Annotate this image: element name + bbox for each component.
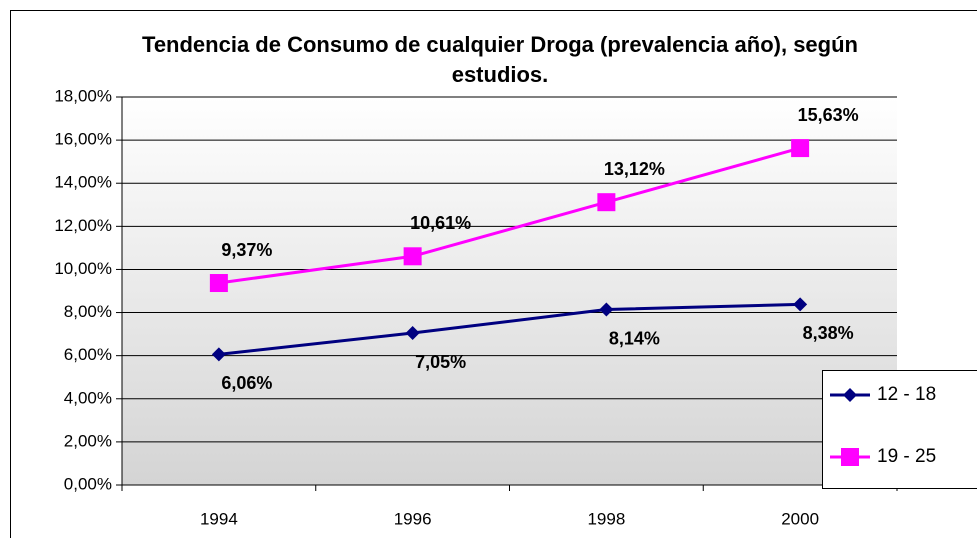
value-label: 8,38% bbox=[803, 323, 854, 343]
y-tick-label: 6,00% bbox=[64, 345, 112, 364]
y-tick-label: 4,00% bbox=[64, 388, 112, 407]
point-marker bbox=[597, 193, 616, 212]
legend-label: 12 - 18 bbox=[877, 384, 936, 405]
x-tick-label: 2000 bbox=[781, 509, 819, 528]
y-tick-label: 2,00% bbox=[64, 431, 112, 450]
point-marker bbox=[793, 297, 808, 312]
x-tick-label: 1996 bbox=[394, 509, 432, 528]
y-tick-label: 0,00% bbox=[64, 474, 112, 493]
value-label: 15,63% bbox=[798, 105, 859, 125]
x-tick-label: 1994 bbox=[200, 509, 238, 528]
y-tick-label: 18,00% bbox=[54, 86, 112, 105]
y-tick-label: 10,00% bbox=[54, 259, 112, 278]
point-marker bbox=[211, 347, 226, 362]
plot-area bbox=[122, 97, 897, 485]
point-marker bbox=[791, 139, 810, 158]
value-label: 7,05% bbox=[415, 352, 466, 372]
x-tick-label: 1998 bbox=[587, 509, 625, 528]
legend-marker bbox=[841, 448, 859, 466]
value-label: 13,12% bbox=[604, 159, 665, 179]
y-tick-label: 16,00% bbox=[54, 130, 112, 149]
series-line bbox=[218, 146, 801, 285]
legend-label: 19 - 25 bbox=[877, 446, 936, 467]
point-marker bbox=[209, 274, 228, 293]
y-tick-label: 14,00% bbox=[54, 173, 112, 192]
value-label: 9,37% bbox=[221, 240, 272, 260]
y-tick-label: 12,00% bbox=[54, 216, 112, 235]
value-label: 6,06% bbox=[221, 373, 272, 393]
chart-title: Tendencia de Consumo de cualquier Droga … bbox=[142, 32, 858, 87]
y-tick-label: 8,00% bbox=[64, 302, 112, 321]
value-label: 8,14% bbox=[609, 328, 660, 348]
legend-marker bbox=[843, 388, 857, 402]
series-line bbox=[218, 302, 801, 356]
point-marker bbox=[599, 302, 614, 317]
point-marker bbox=[403, 247, 422, 266]
point-marker bbox=[405, 326, 420, 341]
value-label: 10,61% bbox=[410, 213, 471, 233]
